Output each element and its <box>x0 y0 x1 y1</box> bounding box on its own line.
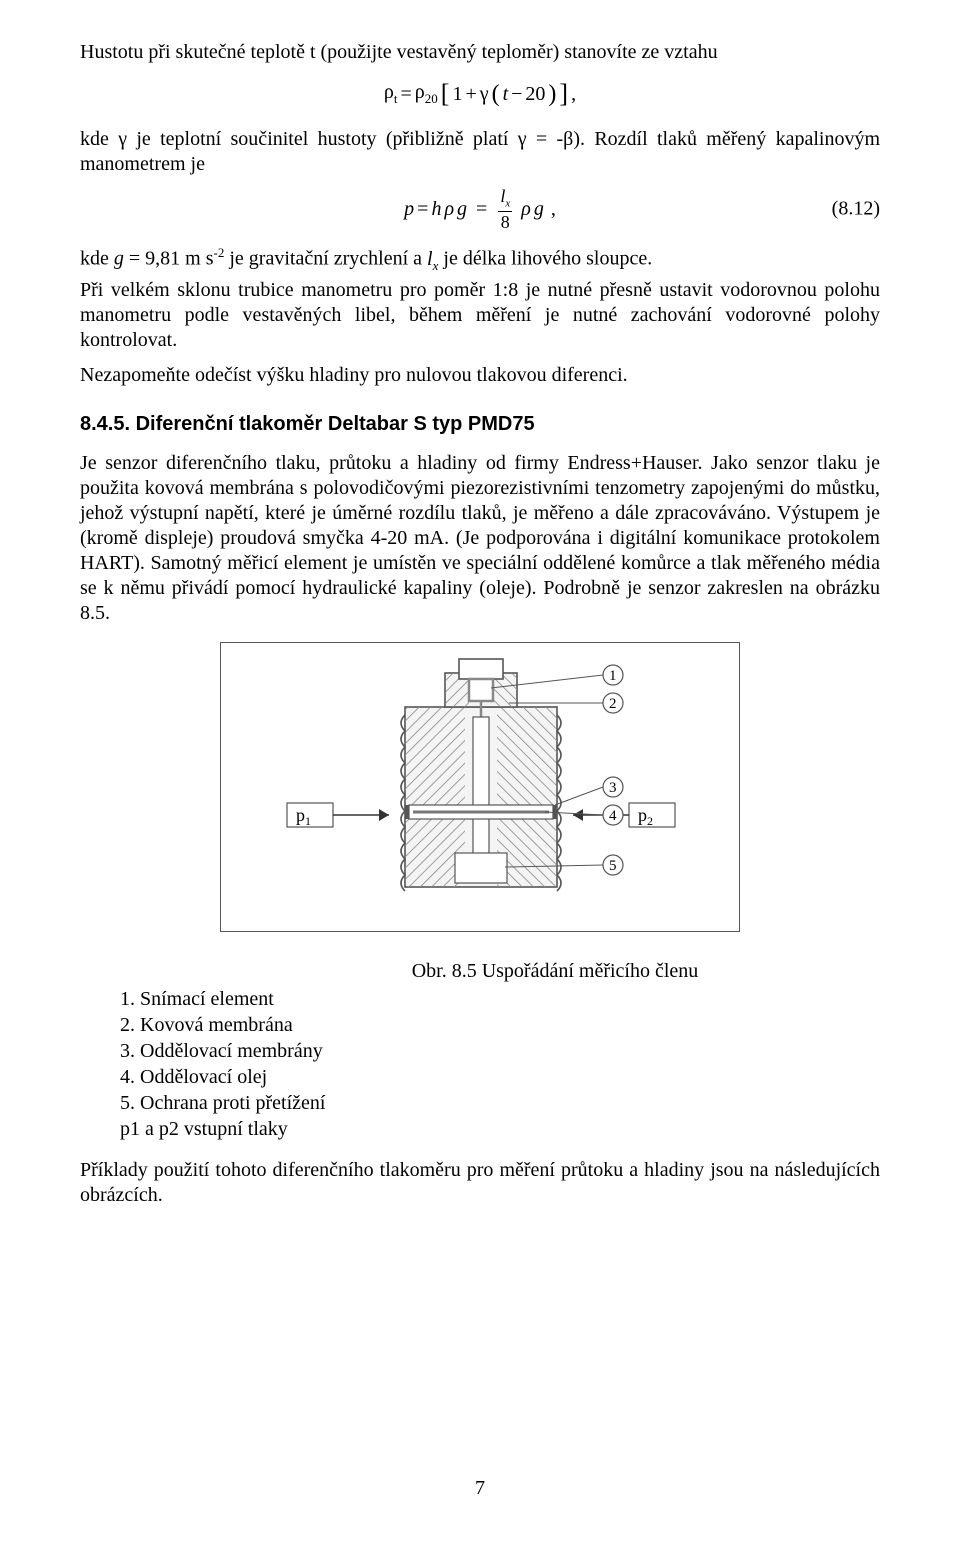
eq1-rho-t: ρt <box>384 80 398 107</box>
sensor-body <box>405 659 557 887</box>
equation-number: (8.12) <box>832 197 880 222</box>
eq1-equals: = <box>401 82 412 107</box>
p2-arrow: p2 <box>573 803 675 828</box>
svg-text:1: 1 <box>609 668 617 684</box>
eq2-g2: g <box>534 197 544 222</box>
legend-item: p1 a p2 vstupní tlaky <box>120 1116 880 1142</box>
p3-mid: je gravitační zrychlení a <box>224 248 427 270</box>
legend-item: 3. Oddělovací membrány <box>120 1038 880 1064</box>
eq1-gamma: γ <box>480 82 489 107</box>
eq1-20: 20 <box>525 82 545 107</box>
p3-suffix: je délka lihového sloupce. <box>438 248 652 270</box>
eq1-t: t <box>503 82 509 107</box>
paragraph-7: Příklady použití tohoto diferenčního tla… <box>80 1158 880 1208</box>
p3-eqval: = 9,81 m s <box>124 248 214 270</box>
eq2-fraction: lx 8 <box>498 187 512 231</box>
legend-list: 1. Snímací element 2. Kovová membrána 3.… <box>120 986 880 1142</box>
paragraph-5: Nezapomeňte odečíst výšku hladiny pro nu… <box>80 363 880 388</box>
equation-p: p = h ρ g = lx 8 ρ g , (8.12) <box>80 183 880 235</box>
p3-prefix: kde <box>80 248 114 270</box>
eq1-one: 1 <box>452 82 462 107</box>
eq2-eq1: = <box>417 197 428 222</box>
eq2-rho2: ρ <box>521 197 531 222</box>
paragraph-4: Při velkém sklonu trubice manometru pro … <box>80 278 880 353</box>
svg-text:2: 2 <box>609 696 617 712</box>
eq1-minus: − <box>511 82 522 107</box>
equation-body-2: p = h ρ g = lx 8 ρ g , <box>404 187 556 231</box>
eq2-eq2: = <box>476 197 487 222</box>
legend-item: 5. Ochrana proti přetížení <box>120 1090 880 1116</box>
page-number: 7 <box>0 1476 960 1501</box>
callout-3: 3 <box>555 777 623 805</box>
eq1-close-paren: ) <box>548 79 556 109</box>
caption-block: Obr. 8.5 Uspořádání měřicího členu 1. Sn… <box>120 958 880 1142</box>
paragraph-1: Hustotu při skutečné teplotě t (použijte… <box>80 40 880 65</box>
paragraph-6: Je senzor diferenčního tlaku, průtoku a … <box>80 451 880 626</box>
legend-item: 4. Oddělovací olej <box>120 1064 880 1090</box>
sensor-diagram: p1 p2 1 <box>233 655 729 921</box>
p1-arrow: p1 <box>287 803 389 828</box>
svg-text:4: 4 <box>609 808 617 824</box>
eq1-plus: + <box>465 82 476 107</box>
paragraph-2: kde γ je teplotní součinitel hustoty (př… <box>80 127 880 177</box>
eq1-close-bracket: ] <box>559 78 568 111</box>
figure-frame: p1 p2 1 <box>220 642 740 932</box>
section-heading: 8.4.5. Diferenční tlakoměr Deltabar S ty… <box>80 412 880 437</box>
equation-body: ρt = ρ20 [ 1 + γ ( t − 20 ) ] , <box>384 78 576 111</box>
equation-rho-t: ρt = ρ20 [ 1 + γ ( t − 20 ) ] , <box>80 71 880 117</box>
figure-caption: Obr. 8.5 Uspořádání měřicího členu <box>230 958 880 984</box>
p3-exp: -2 <box>214 245 225 260</box>
legend-item: 2. Kovová membrána <box>120 1012 880 1038</box>
eq2-h: h <box>431 197 441 222</box>
eq1-comma: , <box>571 82 576 107</box>
p3-g: g <box>114 248 124 270</box>
figure-wrapper: p1 p2 1 <box>80 642 880 932</box>
svg-text:5: 5 <box>609 858 617 874</box>
p3-lx: lx <box>427 248 438 270</box>
eq2-g1: g <box>457 197 467 222</box>
eq1-rho20: ρ20 <box>415 80 438 107</box>
eq1-open-paren: ( <box>492 79 500 109</box>
svg-text:3: 3 <box>609 780 617 796</box>
eq1-open-bracket: [ <box>441 78 450 111</box>
eq2-p: p <box>404 197 414 222</box>
eq2-comma: , <box>551 197 556 222</box>
eq2-rho1: ρ <box>444 197 454 222</box>
paragraph-3: kde g = 9,81 m s-2 je gravitační zrychle… <box>80 245 880 274</box>
legend-item: 1. Snímací element <box>120 986 880 1012</box>
